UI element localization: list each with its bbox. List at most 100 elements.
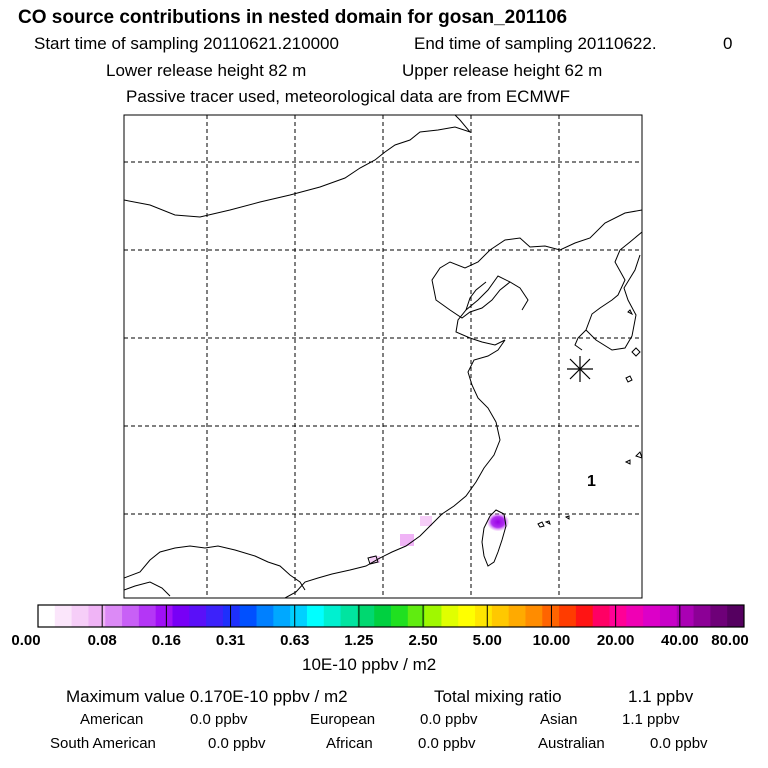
- island-outline: [367, 555, 379, 565]
- colorbar-tick-label: 80.00: [711, 632, 749, 649]
- taiwan-coastline: [481, 509, 507, 567]
- lower-release-height: Lower release height 82 m: [106, 61, 307, 80]
- colorbar-swatch: [189, 605, 207, 627]
- colorbar-swatch: [659, 605, 678, 627]
- end-time-value: 0: [723, 34, 733, 53]
- colorbar-unit: 10E-10 ppbv / m2: [302, 655, 437, 674]
- colorbar-tick-label: 20.00: [596, 632, 635, 649]
- colorbar-tick-label: 0.31: [215, 632, 246, 649]
- south-american-label: South American: [50, 735, 156, 752]
- colorbar-swatch: [323, 605, 342, 627]
- total-mixing-ratio-value: 1.1 ppbv: [628, 687, 694, 706]
- colorbar-swatch: [559, 605, 577, 627]
- colorbar-tick-label: 0.16: [151, 632, 181, 649]
- border-line: [124, 545, 306, 591]
- american-label: American: [80, 711, 144, 728]
- island-outline: [635, 451, 642, 459]
- colorbar-swatch: [105, 605, 123, 627]
- african-label: African: [326, 735, 373, 752]
- european-value: 0.0 ppbv: [420, 711, 478, 728]
- colorbar-swatch: [508, 605, 526, 627]
- tracer-info-line: Passive tracer used, meteorological data…: [126, 87, 571, 106]
- colorbar-swatch: [542, 605, 560, 627]
- start-time-label: Start time of sampling 20110621.210000: [34, 34, 339, 53]
- colorbar-tick-label: 0.08: [87, 632, 117, 649]
- colorbar-swatch: [155, 605, 173, 627]
- china-coastline: [284, 421, 501, 598]
- european-label: European: [310, 711, 376, 728]
- map-label-one: 1: [587, 473, 596, 490]
- colorbar-swatch: [340, 605, 358, 627]
- colorbar-swatch: [525, 605, 543, 627]
- china-coastline: [465, 281, 487, 311]
- colorbar-tick-label: 40.00: [661, 632, 699, 649]
- african-value: 0.0 ppbv: [418, 735, 476, 752]
- colorbar-swatch: [575, 605, 594, 627]
- border-line: [124, 115, 472, 218]
- colorbar-swatch: [138, 605, 157, 627]
- island-outline: [631, 347, 641, 357]
- colorbar-swatch: [491, 605, 510, 627]
- colorbar-swatch: [693, 605, 711, 627]
- colorbar-swatch: [592, 605, 611, 627]
- colorbar-swatch: [273, 605, 291, 627]
- colorbar-swatch: [391, 605, 409, 627]
- island-outline: [544, 520, 551, 525]
- colorbar-tick-label: 0.00: [11, 632, 41, 649]
- colorbar-swatch: [38, 605, 56, 627]
- page-title: CO source contributions in nested domain…: [18, 7, 568, 28]
- colorbar-swatch: [256, 605, 274, 627]
- colorbar-swatch: [290, 605, 308, 627]
- concentration-cell: [370, 556, 380, 563]
- asian-value: 1.1 ppbv: [622, 711, 680, 728]
- map-frame: [123, 114, 643, 599]
- colorbar-swatch: [54, 605, 73, 627]
- colorbar-swatch: [357, 605, 375, 627]
- colorbar-swatch: [172, 605, 190, 627]
- maximum-value: Maximum value 0.170E-10 ppbv / m2: [66, 687, 348, 706]
- concentration-hotspot-taiwan: [487, 513, 509, 531]
- total-mixing-ratio-label: Total mixing ratio: [434, 687, 562, 706]
- australian-value: 0.0 ppbv: [650, 735, 708, 752]
- colorbar-swatch: [441, 605, 459, 627]
- colorbar-swatch: [222, 605, 241, 627]
- china-coastline: [455, 275, 511, 423]
- island-outline: [537, 521, 545, 528]
- south-american-value: 0.0 ppbv: [208, 735, 266, 752]
- concentration-cell: [420, 516, 432, 526]
- colorbar-swatch: [727, 605, 745, 627]
- colorbar-swatch: [676, 605, 695, 627]
- colorbar-tick-label: 5.00: [472, 632, 502, 649]
- colorbar: [38, 605, 745, 627]
- colorbar-tick-label: 2.50: [408, 632, 438, 649]
- american-value: 0.0 ppbv: [190, 711, 248, 728]
- concentration-cell: [400, 534, 414, 546]
- colorbar-tick-label: 0.63: [280, 632, 310, 649]
- asterisk-site-marker-icon: [567, 356, 593, 382]
- island-outline: [624, 459, 631, 465]
- island-outline: [627, 309, 634, 316]
- colorbar-swatch: [122, 605, 140, 627]
- colorbar-swatch: [239, 605, 258, 627]
- island-outline: [625, 375, 633, 383]
- end-time-label: End time of sampling 20110622.: [414, 34, 657, 53]
- colorbar-swatch: [643, 605, 661, 627]
- upper-release-height: Upper release height 62 m: [402, 61, 603, 80]
- colorbar-swatch: [458, 605, 476, 627]
- colorbar-swatch: [306, 605, 325, 627]
- island-outline: [564, 515, 570, 520]
- colorbar-swatch: [609, 605, 627, 627]
- colorbar-swatch: [626, 605, 644, 627]
- colorbar-swatch: [71, 605, 89, 627]
- colorbar-tick-label: 10.00: [532, 632, 571, 649]
- coastlines: [124, 115, 642, 598]
- colorbar-tick-label: 1.25: [344, 632, 374, 649]
- australian-label: Australian: [538, 735, 605, 752]
- border-line: [124, 581, 171, 597]
- colorbar-frame: [37, 604, 745, 628]
- colorbar-swatch: [407, 605, 426, 627]
- colorbar-swatch: [475, 605, 493, 627]
- border-line: [431, 209, 642, 319]
- asian-label: Asian: [540, 711, 578, 728]
